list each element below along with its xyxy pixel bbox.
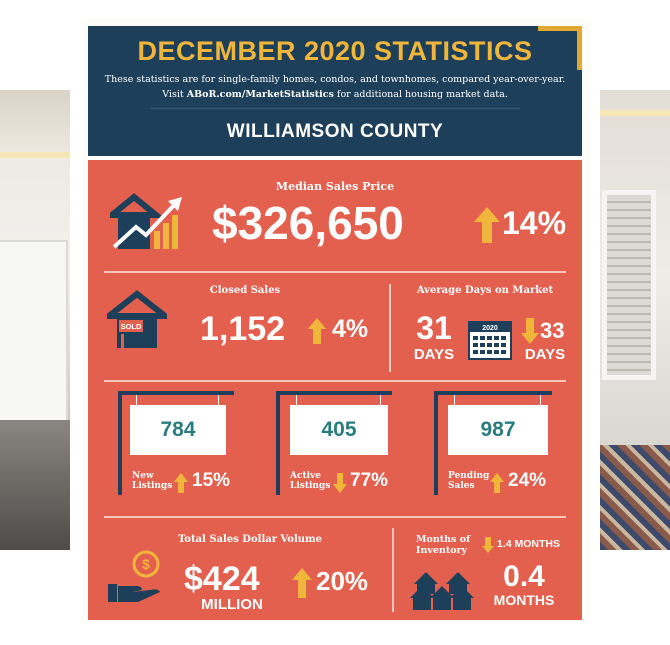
sold-sign-text: SOLD	[121, 322, 142, 331]
total-volume-unit: MILLION	[201, 596, 263, 613]
subtitle-suffix: for additional housing market data.	[336, 89, 508, 100]
signpost-pole	[434, 391, 438, 495]
arrow-up-icon	[490, 473, 504, 493]
months-inventory-label-line1: Months of	[416, 534, 471, 545]
months-inventory-unit: MONTHS	[493, 592, 555, 608]
sold-house-icon: SOLD	[107, 290, 167, 348]
new-listings-change: 15%	[192, 470, 231, 491]
active-listings-label-line2: Listings	[290, 481, 331, 491]
total-volume-label: Total Sales Dollar Volume	[177, 534, 322, 545]
signpost-pole	[276, 391, 280, 495]
days-current-value: 31	[416, 310, 452, 346]
new-listings-label: New Listings	[132, 471, 172, 491]
arrow-down-icon	[521, 318, 539, 344]
header-divider	[150, 108, 520, 109]
active-listings-label-line1: Active	[290, 471, 321, 481]
county-name: WILLIAMSON COUNTY	[226, 121, 444, 142]
sign-chain	[454, 395, 455, 405]
new-listings-sign	[130, 405, 226, 455]
days-prior-unit: DAYS	[524, 346, 566, 363]
sign-chain	[540, 395, 541, 405]
signpost-bar	[276, 391, 392, 395]
months-inventory-label: Months of Inventory	[416, 534, 470, 556]
active-listings-change: 77%	[350, 470, 389, 491]
total-volume-change: 20%	[316, 566, 369, 596]
arrow-down-icon	[482, 537, 494, 553]
new-listings-label-line2: Listings	[132, 481, 173, 491]
calendar-icon: 2020	[468, 321, 512, 360]
months-inventory-change: 1.4 MONTHS	[497, 538, 561, 550]
background-photo-left	[0, 90, 70, 550]
houses-icon	[410, 572, 474, 610]
arrow-up-icon	[292, 568, 312, 598]
median-price-value: $326,650	[212, 197, 404, 249]
pending-sales-label-line2: Sales	[448, 481, 475, 491]
arrow-up-icon	[474, 207, 500, 243]
active-listings-sign	[290, 405, 388, 455]
median-price-label: Median Sales Price	[275, 180, 395, 193]
arrow-up-icon	[308, 318, 326, 344]
closed-sales-value: 1,152	[200, 310, 286, 348]
house-growth-chart-icon	[110, 193, 182, 249]
sign-chain	[136, 395, 137, 405]
background-photo-right	[600, 90, 670, 550]
days-current-unit: DAYS	[413, 346, 455, 363]
months-inventory-value: 0.4	[503, 560, 545, 593]
divider	[104, 516, 566, 518]
header-banner	[88, 26, 582, 156]
divider	[389, 284, 391, 372]
closed-sales-change: 4%	[332, 315, 369, 343]
active-listings-label: Active Listings	[290, 471, 330, 491]
median-price-change: 14%	[502, 205, 567, 241]
money-hand-icon: $	[108, 550, 160, 602]
subtitle-line-2: Visit ABoR.com/MarketStatistics for addi…	[88, 89, 582, 100]
pending-sales-sign	[448, 405, 548, 455]
stats-panel	[88, 160, 582, 620]
days-prior-value: 33	[540, 318, 565, 343]
corner-accent	[538, 26, 582, 70]
subtitle-line-1: These statistics are for single-family h…	[104, 74, 566, 85]
calendar-year: 2020	[482, 325, 498, 332]
divider	[392, 528, 394, 612]
market-statistics-link[interactable]: ABoR.com/MarketStatistics	[186, 89, 334, 100]
closed-sales-label: Closed Sales	[209, 285, 281, 296]
active-listings-value: 405	[321, 418, 357, 441]
arrow-up-icon	[174, 473, 188, 493]
pending-sales-label-line1: Pending	[448, 471, 490, 481]
total-volume-value: $424	[184, 560, 260, 598]
sign-chain	[296, 395, 297, 405]
new-listings-label-line1: New	[132, 471, 154, 481]
svg-text:$: $	[142, 556, 150, 572]
signpost-bar	[118, 391, 234, 395]
subtitle-prefix: Visit	[162, 89, 184, 100]
divider	[104, 271, 566, 273]
pending-sales-label: Pending Sales	[448, 471, 489, 491]
signpost-pole	[118, 391, 122, 495]
months-inventory-label-line2: Inventory	[416, 545, 468, 556]
sign-chain	[380, 395, 381, 405]
sign-chain	[218, 395, 219, 405]
divider	[104, 380, 566, 382]
page-title: DECEMBER 2020 STATISTICS	[137, 36, 533, 66]
new-listings-value: 784	[160, 418, 196, 441]
arrow-down-icon	[333, 473, 347, 493]
days-on-market-label: Average Days on Market	[416, 285, 554, 296]
signpost-bar	[434, 391, 552, 395]
pending-sales-value: 987	[480, 418, 516, 441]
pending-sales-change: 24%	[508, 470, 547, 491]
